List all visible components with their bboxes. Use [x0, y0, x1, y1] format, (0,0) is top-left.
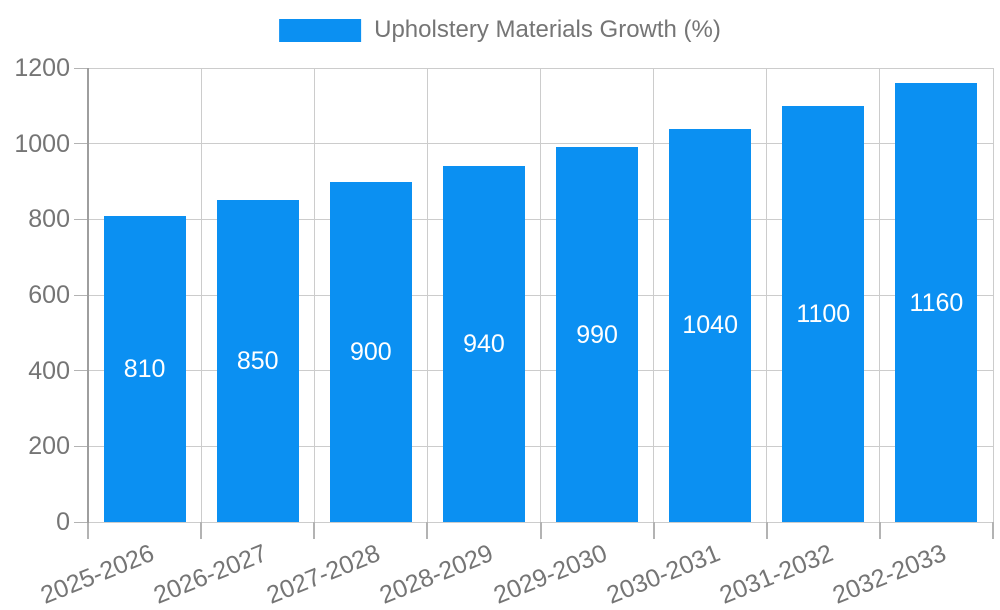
x-gridline [992, 68, 994, 522]
x-gridline [313, 68, 315, 522]
bar: 900 [329, 181, 412, 522]
bar-value-label: 940 [463, 330, 505, 359]
bar-value-label: 1160 [909, 288, 964, 317]
y-tick-mark [74, 445, 88, 447]
bar: 1100 [782, 105, 865, 522]
y-tick-mark [74, 521, 88, 523]
y-tick-mark [74, 143, 88, 145]
bar-value-label: 1040 [682, 311, 738, 340]
bar-value-label: 850 [236, 347, 279, 376]
x-tick-mark [200, 522, 203, 539]
bar: 990 [556, 147, 639, 522]
y-tick-mark [74, 294, 88, 296]
y-tick-mark [74, 67, 88, 69]
bar: 810 [103, 215, 186, 522]
bar: 940 [442, 166, 525, 522]
bar-value-label: 1100 [796, 299, 851, 328]
x-tick-label: 2025-2026 [36, 539, 159, 610]
bar-value-label: 990 [576, 320, 618, 349]
legend: Upholstery Materials Growth (%) [279, 16, 721, 44]
y-axis-line [87, 68, 89, 523]
bar: 1160 [895, 83, 978, 522]
x-gridline [426, 68, 428, 522]
y-tick-label: 200 [28, 432, 70, 461]
bar-value-label: 900 [349, 337, 392, 366]
x-tick-mark [992, 522, 994, 539]
y-tick-label: 0 [56, 508, 70, 536]
x-tick-label: 2027-2028 [262, 539, 385, 610]
y-tick-label: 800 [28, 205, 70, 234]
y-tick-label: 600 [28, 281, 70, 309]
bar: 1040 [669, 128, 752, 522]
x-tick-mark [313, 522, 316, 539]
x-tick-mark [765, 522, 768, 539]
y-tick-mark [74, 218, 88, 220]
y-tick-label: 1200 [14, 54, 70, 82]
x-gridline [766, 68, 768, 522]
legend-swatch [279, 18, 362, 42]
x-tick-label: 2030-2031 [602, 539, 724, 610]
x-gridline [540, 68, 541, 522]
legend-title: Upholstery Materials Growth (%) [374, 16, 721, 43]
x-gridline [879, 68, 881, 522]
x-tick-label: 2026-2027 [149, 539, 272, 610]
x-tick-mark [426, 522, 429, 539]
x-gridline [653, 68, 655, 522]
x-tick-label: 2031-2032 [715, 539, 837, 610]
x-gridline [200, 68, 202, 522]
bar: 850 [216, 200, 299, 522]
bar-value-label: 810 [123, 354, 166, 383]
x-tick-label: 2028-2029 [376, 539, 498, 610]
y-tick-label: 1000 [14, 129, 70, 158]
y-tick-label: 400 [28, 356, 70, 385]
y-tick-mark [74, 370, 88, 372]
x-tick-mark [539, 522, 542, 539]
x-tick-label: 2029-2030 [489, 539, 611, 610]
x-tick-label: 2032-2033 [828, 539, 950, 610]
x-tick-mark [878, 522, 881, 539]
x-tick-mark [652, 522, 655, 539]
x-tick-mark [87, 522, 89, 539]
